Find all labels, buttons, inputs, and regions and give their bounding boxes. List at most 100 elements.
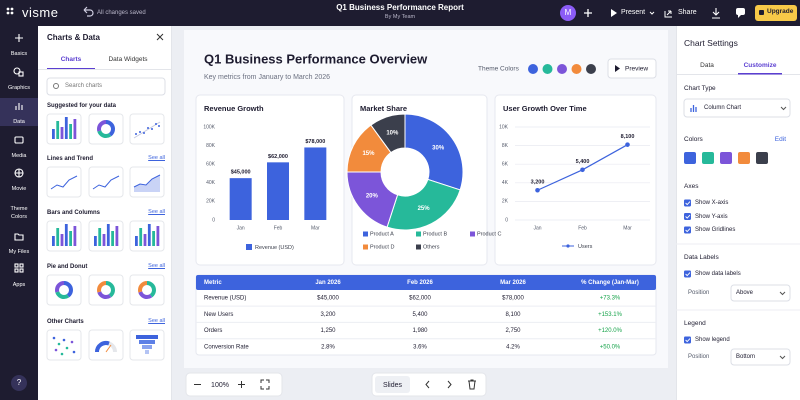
y-tick-label: 2K — [502, 199, 509, 205]
table-cell: 3.6% — [413, 344, 427, 350]
logo: visme — [22, 5, 59, 20]
delete-icon — [468, 379, 476, 390]
see-all-link[interactable]: See all — [148, 318, 165, 324]
table-cell: 2,750 — [505, 328, 521, 334]
edit-link[interactable]: Edit — [774, 136, 786, 143]
pie-slice — [370, 113, 406, 154]
rail-label[interactable]: Graphics — [7, 85, 30, 91]
legend-dot — [566, 244, 570, 248]
upgrade-label[interactable]: Upgrade — [767, 8, 794, 15]
zoom-in — [238, 381, 245, 388]
legend-label: Product B — [423, 231, 447, 237]
canvas: Q1 Business Performance Overview Key metr… — [184, 30, 668, 397]
y-tick-label: 4K — [502, 180, 509, 186]
table-cell: $45,000 — [317, 296, 339, 302]
x-tick-label: Jan — [533, 225, 541, 231]
legend-label: Revenue (USD) — [255, 245, 294, 251]
chart-card — [494, 94, 657, 266]
help-label[interactable]: ? — [16, 378, 22, 387]
theme-dot — [557, 64, 567, 74]
x-tick-label: Mar — [623, 225, 632, 231]
checkbox-label[interactable]: Show Gridlines — [695, 227, 736, 233]
dropdown-value[interactable]: Column Chart — [704, 105, 742, 111]
see-all-link[interactable]: See all — [148, 209, 165, 215]
see-all-link[interactable]: See all — [148, 155, 165, 161]
section-title: Suggested for your data — [47, 103, 117, 109]
share-button[interactable]: Share — [678, 9, 697, 16]
section-label: Data Labels — [684, 254, 719, 261]
slice-label: 25% — [418, 206, 431, 212]
tab[interactable]: Data Widgets — [108, 56, 148, 63]
field-label: Position — [688, 290, 710, 296]
legend-swatch — [416, 231, 421, 237]
table-cell: +153.1% — [598, 312, 623, 318]
section-label: Chart Type — [684, 85, 716, 92]
checkbox-label[interactable]: Show X-axis — [695, 200, 729, 206]
theme-dot — [528, 64, 538, 74]
y-tick-label: 100K — [203, 124, 215, 130]
slice-label: 20% — [366, 194, 379, 200]
y-tick-label: 0 — [212, 217, 215, 223]
table-header — [196, 275, 656, 290]
theme-dot — [586, 64, 596, 74]
rail-label[interactable]: Apps — [12, 282, 26, 288]
theme-label: Theme Colors — [478, 66, 520, 73]
y-tick-label: 60K — [206, 162, 216, 168]
chart-title: Market Share — [360, 104, 407, 113]
rail-label[interactable]: Theme Colors — [10, 206, 28, 221]
rail-label[interactable]: Data — [13, 119, 25, 125]
x-tick-label: Mar — [311, 225, 320, 231]
theme-dot — [542, 64, 553, 74]
checkbox-label[interactable]: Show legend — [695, 337, 730, 343]
table-cell: 1,250 — [320, 328, 336, 334]
table-cell: 3,200 — [320, 312, 336, 318]
see-all-link[interactable]: See all — [148, 263, 165, 269]
rail-label[interactable]: My Files — [8, 249, 30, 255]
tab[interactable]: Customize — [743, 62, 777, 69]
rail-label[interactable]: Media — [11, 153, 27, 159]
table-cell: % Change (Jan-Mar) — [581, 280, 639, 286]
zoom-level: 100% — [211, 382, 229, 389]
point — [535, 187, 540, 193]
table-cell: +50.0% — [600, 344, 621, 350]
tab[interactable]: Charts — [60, 56, 82, 63]
panel-title: Charts & Data — [47, 33, 100, 42]
table-cell: $62,000 — [409, 296, 431, 302]
legend-label: Users — [578, 244, 593, 250]
bar — [304, 147, 327, 220]
avatar-initial: M — [564, 8, 572, 17]
table-cell: 5,400 — [412, 312, 428, 318]
save-status: All changes saved — [97, 10, 146, 16]
slide-subtitle: Key metrics from January to March 2026 — [204, 74, 330, 81]
bar — [267, 162, 289, 220]
legend-swatch — [363, 231, 368, 237]
dropdown-value[interactable]: Bottom — [736, 354, 756, 360]
legend-swatch — [246, 244, 252, 250]
legend-label: Product A — [370, 231, 394, 237]
table-cell: 2.8% — [321, 344, 335, 350]
checkbox-label[interactable]: Show data labels — [695, 271, 741, 277]
section-title: Bars and Columns — [47, 210, 101, 216]
rail-label[interactable]: Basics — [10, 51, 28, 57]
section-title: Lines and Trend — [47, 156, 94, 162]
slice-label: 15% — [362, 151, 375, 157]
point — [625, 142, 630, 147]
slide-title: Q1 Business Performance Overview — [204, 51, 428, 66]
section-title: Other Charts — [47, 319, 84, 325]
tab[interactable]: Data — [700, 62, 714, 69]
dropdown-value[interactable]: Above — [736, 290, 754, 296]
y-tick-label: 40K — [206, 180, 216, 186]
x-tick-label: Jan — [237, 225, 245, 231]
table-cell: Revenue (USD) — [204, 296, 246, 302]
checkbox-label[interactable]: Show Y-axis — [695, 213, 728, 220]
icon-rail — [0, 26, 38, 400]
legend-swatch — [470, 231, 475, 237]
section-label: Colors — [684, 136, 703, 143]
rail-label[interactable]: Movie — [11, 186, 27, 192]
data-label: $78,000 — [305, 139, 325, 145]
section-label: Axes — [684, 183, 699, 190]
chart-title: Revenue Growth — [204, 104, 264, 113]
present-button[interactable]: Present — [621, 9, 646, 16]
table-cell: Conversion Rate — [204, 344, 249, 350]
data-label: $45,000 — [231, 170, 251, 176]
